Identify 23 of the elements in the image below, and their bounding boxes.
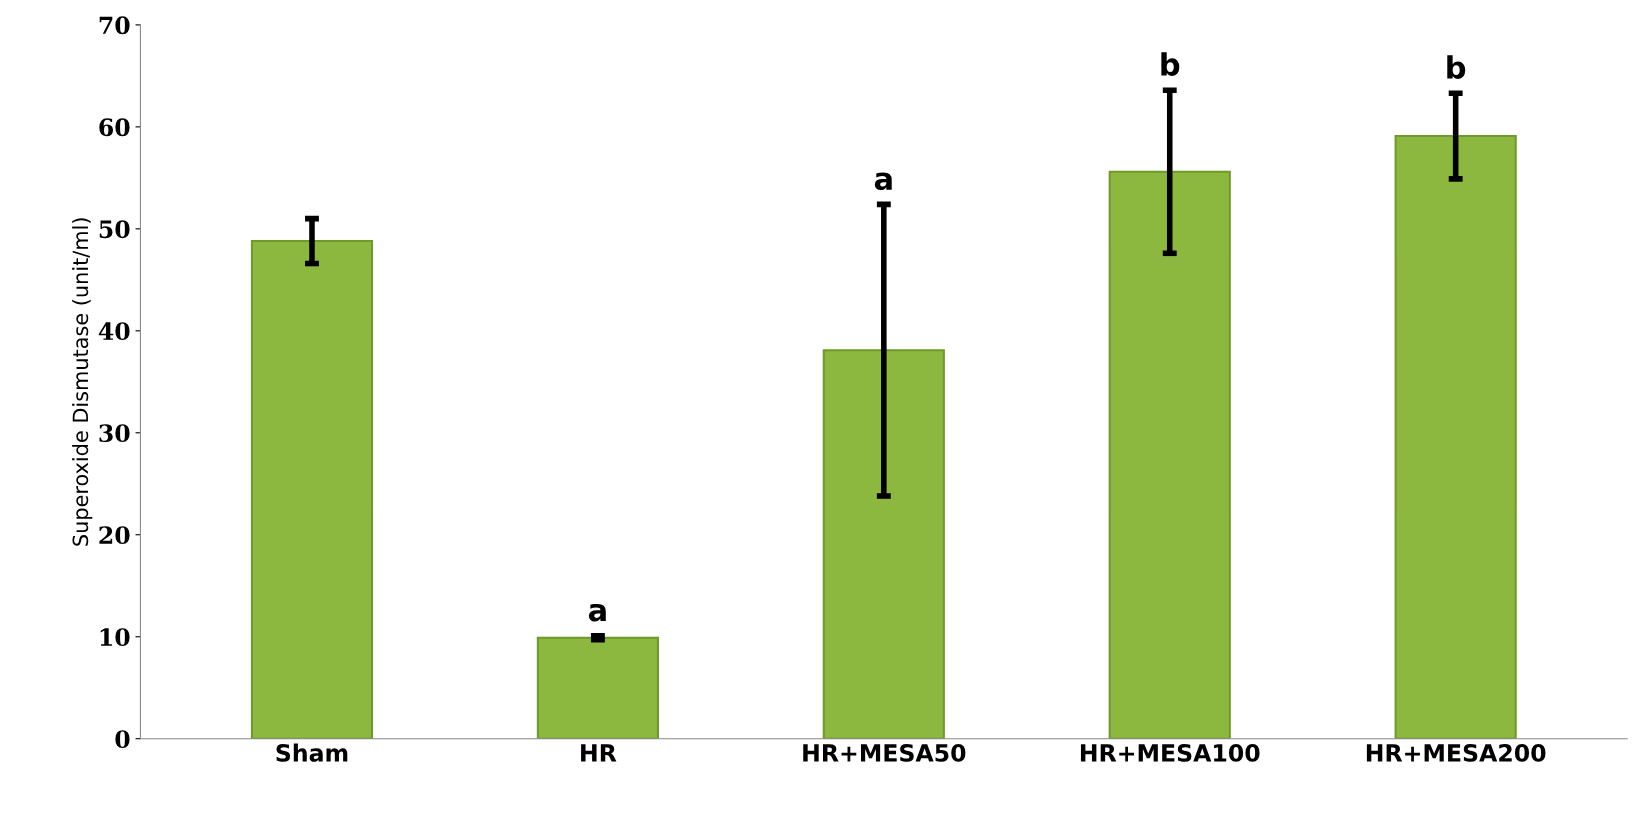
x-tick-label: HR+MESA50 (803, 743, 966, 762)
y-tick-label: 50 (99, 220, 130, 239)
x-tick-label: HR+MESA100 (1080, 743, 1260, 762)
annotation: b (1447, 55, 1466, 79)
y-tick-label: 30 (99, 424, 130, 443)
annotation: b (1161, 52, 1180, 76)
y-tick-label: 70 (99, 16, 130, 35)
y-tick-label: 10 (100, 628, 130, 647)
annotation: a (874, 172, 892, 191)
y-axis-title: Superoxide Dismutase (unit/ml) (72, 218, 93, 546)
y-tick-label: 0 (115, 730, 130, 749)
x-tick-label: HR+MESA200 (1366, 743, 1546, 762)
y-tick-label: 20 (99, 526, 130, 545)
bar (250, 240, 374, 739)
bar (1108, 170, 1231, 739)
bar (822, 349, 945, 739)
x-tick-label: HR (581, 744, 617, 762)
annotation: a (588, 603, 606, 622)
y-tick-label: 40 (98, 322, 130, 341)
y-tick-label: 60 (99, 118, 130, 137)
bar (1394, 135, 1517, 739)
bar (536, 636, 659, 739)
x-tick-label: Sham (276, 743, 348, 762)
